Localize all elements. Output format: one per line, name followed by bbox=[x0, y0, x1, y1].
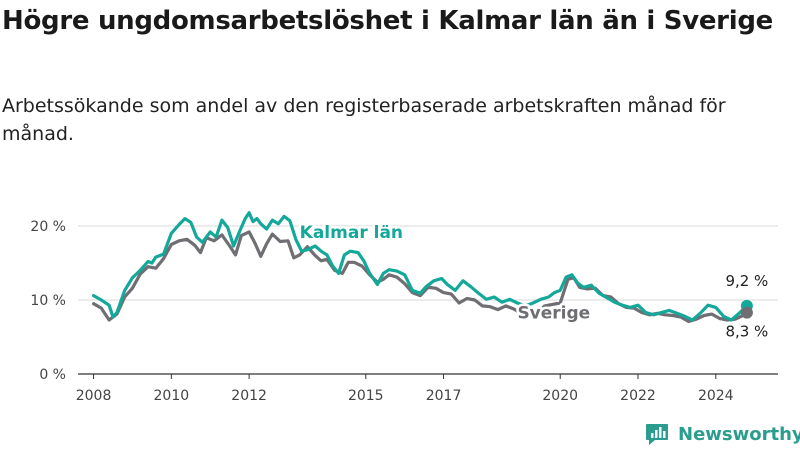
x-tick-label: 2017 bbox=[426, 388, 462, 404]
end-point bbox=[740, 306, 753, 319]
x-tick-label: 2015 bbox=[348, 388, 384, 404]
x-tick-label: 2022 bbox=[620, 388, 656, 404]
x-tick-label: 2012 bbox=[231, 388, 267, 404]
x-tick-label: 2020 bbox=[542, 388, 578, 404]
series-line-sverige bbox=[92, 230, 749, 324]
chart-title: Högre ungdomsarbetslöshet i Kalmar län ä… bbox=[2, 6, 773, 36]
y-tick-label: 0 % bbox=[39, 367, 66, 383]
series-label-sverige: Sverige bbox=[517, 304, 590, 324]
newsworthy-logo: Newsworthy bbox=[644, 419, 800, 449]
newsworthy-logo-icon bbox=[646, 424, 668, 445]
newsworthy-logo-text: Newsworthy bbox=[678, 423, 800, 445]
end-value-label: 9,2 % bbox=[725, 272, 768, 290]
x-tick-label: 2008 bbox=[76, 388, 112, 404]
x-tick-label: 2010 bbox=[154, 388, 190, 404]
y-tick-label: 10 % bbox=[30, 293, 66, 309]
y-tick-label: 20 % bbox=[30, 219, 66, 235]
series-label-kalmar-län: Kalmar län bbox=[300, 223, 403, 243]
series-line-kalmar-län bbox=[92, 211, 749, 322]
end-value-label: 8,3 % bbox=[725, 323, 768, 341]
chart-subtitle: Arbetssökande som andel av den registerb… bbox=[2, 95, 726, 145]
x-tick-label: 2024 bbox=[698, 388, 734, 404]
